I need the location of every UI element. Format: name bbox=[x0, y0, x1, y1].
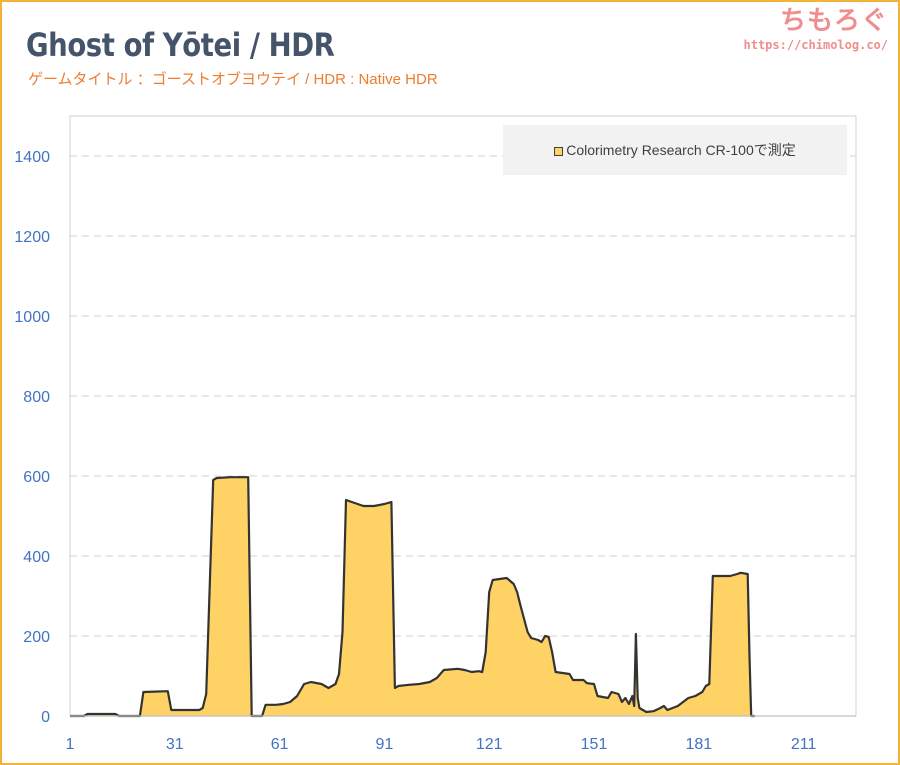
x-tick-label: 211 bbox=[791, 736, 817, 753]
y-axis-tick-labels: 0 200 400 600 800 1000 1200 1400 bbox=[14, 149, 50, 726]
gridlines bbox=[70, 155, 856, 637]
x-tick-label: 61 bbox=[271, 736, 289, 753]
x-tick-label: 91 bbox=[376, 736, 394, 753]
x-tick-label: 151 bbox=[581, 736, 608, 753]
x-tick-label: 31 bbox=[166, 736, 184, 753]
brand-url: https://chimolog.co/ bbox=[743, 38, 889, 52]
x-axis-tick-labels: 1 31 61 91 121 151 181 211 bbox=[66, 736, 817, 753]
y-tick-label: 600 bbox=[23, 469, 50, 486]
y-tick-label: 0 bbox=[41, 709, 50, 726]
series-area-fill bbox=[70, 477, 755, 716]
y-tick-label: 1200 bbox=[14, 229, 50, 246]
y-tick-label: 1400 bbox=[14, 149, 50, 166]
y-tick-label: 400 bbox=[23, 549, 50, 566]
brand-name: ちもろぐ bbox=[779, 6, 888, 36]
x-tick-label: 1 bbox=[66, 736, 75, 753]
y-tick-label: 800 bbox=[23, 389, 50, 406]
legend-label: Colorimetry Research CR-100で測定 bbox=[566, 142, 796, 158]
chart-title: Ghost of Yōtei / HDR bbox=[26, 26, 335, 64]
legend-swatch bbox=[554, 146, 564, 156]
legend: Colorimetry Research CR-100で測定 bbox=[503, 125, 847, 175]
x-tick-label: 181 bbox=[685, 736, 712, 753]
x-tick-label: 121 bbox=[476, 736, 503, 753]
y-tick-label: 1000 bbox=[14, 309, 50, 326]
chart-subtitle: ゲームタイトル ：ゴーストオブヨウテイ / HDR : Native HDR bbox=[28, 71, 438, 88]
series-line bbox=[70, 476, 755, 718]
y-tick-label: 200 bbox=[23, 629, 50, 646]
series-area bbox=[70, 476, 755, 718]
brand-logo: ちもろぐ https://chimolog.co/ bbox=[744, 4, 889, 52]
